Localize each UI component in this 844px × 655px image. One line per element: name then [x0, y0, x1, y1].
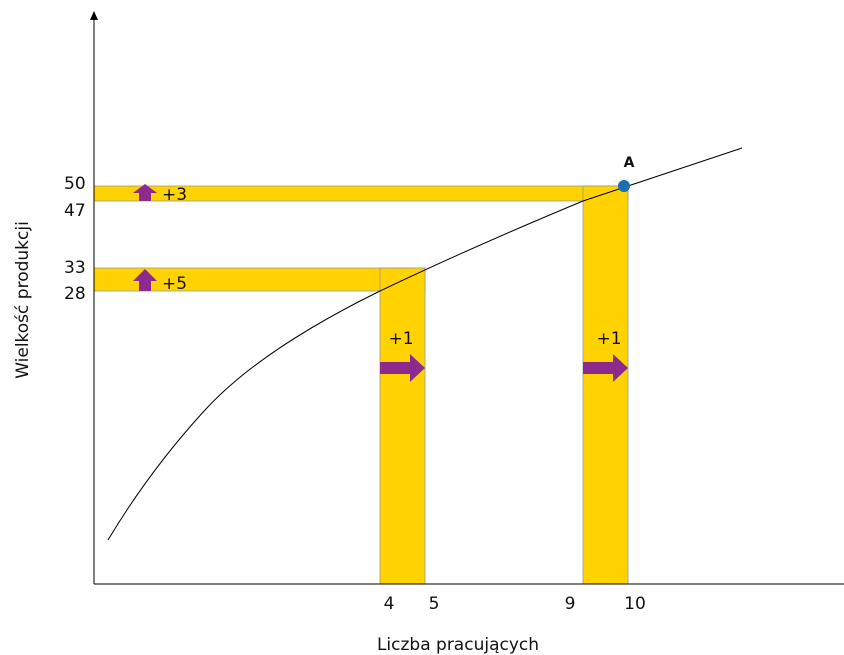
up-arrow	[133, 184, 157, 201]
increment-label: +5	[162, 274, 187, 294]
y-axis-label: Wielkość produkcji	[13, 221, 33, 379]
x-tick-label: 4	[384, 594, 395, 614]
point-label: A	[624, 155, 635, 171]
right-arrow	[380, 354, 425, 382]
y-tick-label: 33	[64, 258, 86, 278]
increment-label: +3	[162, 185, 187, 205]
point-a	[618, 180, 630, 192]
axis-arrow	[90, 11, 98, 20]
x-tick-label: 9	[565, 594, 576, 614]
band	[379, 267, 426, 585]
y-tick-label: 28	[64, 284, 86, 304]
y-tick-label: 47	[64, 201, 86, 221]
x-tick-label: 5	[429, 594, 440, 614]
increment-label: +1	[388, 329, 413, 349]
band	[582, 185, 629, 585]
y-tick-label: 50	[64, 174, 86, 194]
increment-label: +1	[596, 329, 621, 349]
production-curve	[107, 147, 743, 541]
x-axis-label: Liczba pracujących	[377, 635, 539, 655]
up-arrow	[133, 269, 157, 291]
x-tick-label: 10	[624, 594, 646, 614]
right-arrow	[583, 354, 628, 382]
